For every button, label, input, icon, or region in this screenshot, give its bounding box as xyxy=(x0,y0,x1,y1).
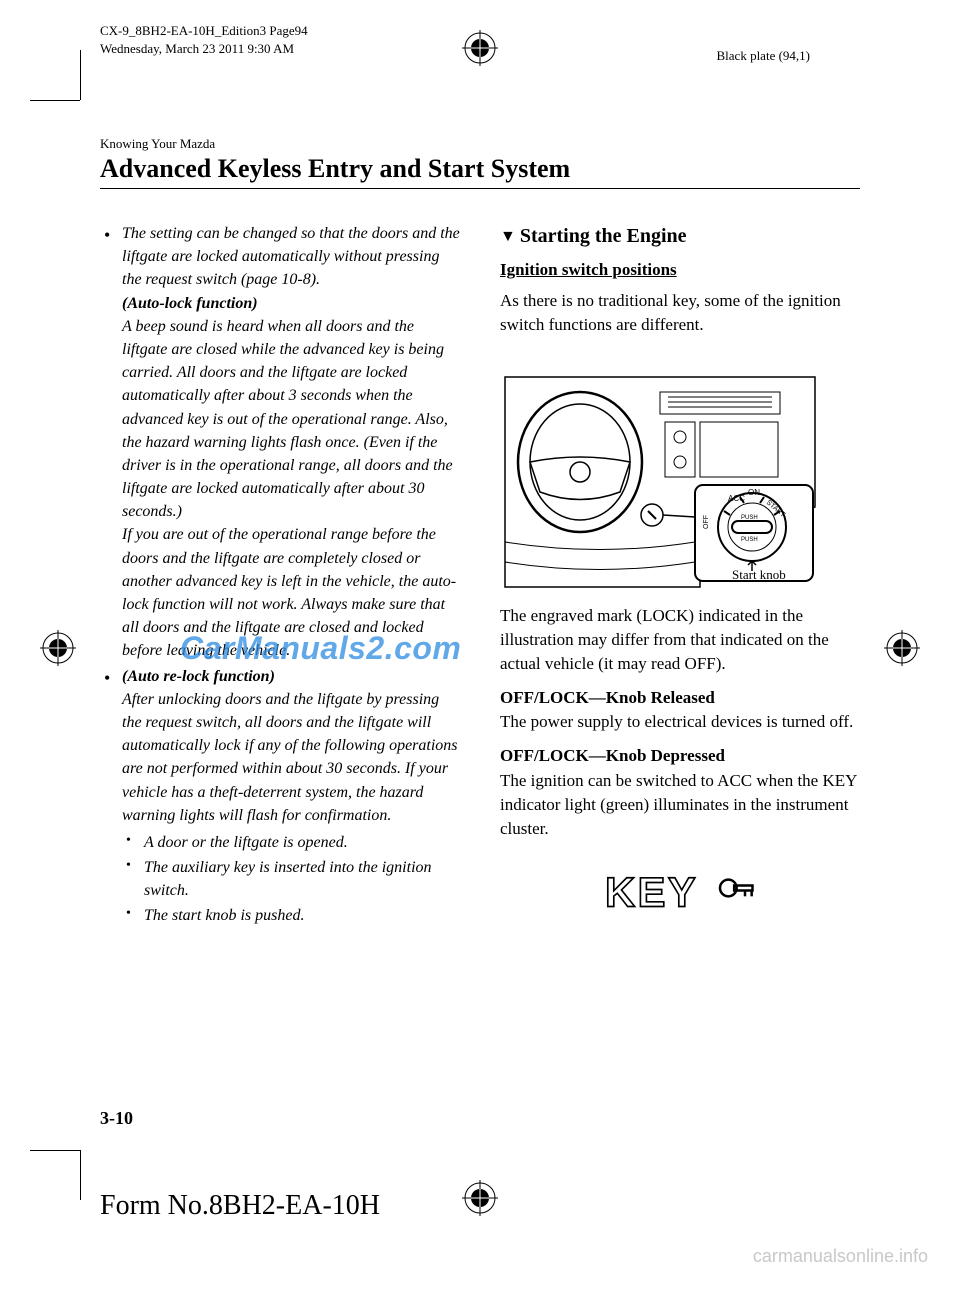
body-text: As there is no traditional key, some of … xyxy=(500,289,860,337)
list-item: (Auto re-lock function) After unlocking … xyxy=(100,665,460,928)
footer-watermark: carmanualsonline.info xyxy=(753,1246,928,1267)
cropmark xyxy=(80,1150,81,1200)
key-outline-text: KEY xyxy=(605,868,698,915)
registration-mark-bottom xyxy=(462,1180,498,1216)
cropmark xyxy=(30,100,80,101)
title-rule xyxy=(100,188,860,189)
figure-caption: Start knob xyxy=(732,567,786,582)
key-indicator-art: KEY xyxy=(605,863,755,928)
left-column: The setting can be changed so that the d… xyxy=(100,222,460,930)
list-item: The start knob is pushed. xyxy=(122,904,460,927)
body-text: A beep sound is heard when all doors and… xyxy=(122,318,453,521)
triangle-icon: ▼ xyxy=(500,228,516,245)
subsection-heading: Ignition switch positions xyxy=(500,258,860,282)
body-text: The setting can be changed so that the d… xyxy=(122,225,460,288)
page-title: Advanced Keyless Entry and Start System xyxy=(100,154,570,184)
plate-info: Black plate (94,1) xyxy=(717,48,811,64)
section-heading: ▼Starting the Engine xyxy=(500,222,860,250)
body-text: The ignition can be switched to ACC when… xyxy=(500,769,860,841)
dial-off-label: OFF xyxy=(703,515,710,529)
right-column: ▼Starting the Engine Ignition switch pos… xyxy=(500,222,860,930)
body-text: The engraved mark (LOCK) indicated in th… xyxy=(500,604,860,676)
page-eyebrow: Knowing Your Mazda xyxy=(100,136,215,152)
body-text: If you are out of the operational range … xyxy=(122,526,456,659)
state-heading: OFF/LOCK―Knob Depressed xyxy=(500,744,860,768)
list-item: The auxiliary key is inserted into the i… xyxy=(122,856,460,902)
content-columns: The setting can be changed so that the d… xyxy=(100,222,860,930)
dial-push-label: PUSH xyxy=(741,515,758,521)
list-item: A door or the liftgate is opened. xyxy=(122,831,460,854)
dial-acc-label: ACC xyxy=(728,494,745,503)
heading-text: Starting the Engine xyxy=(520,225,687,247)
doc-date-line: Wednesday, March 23 2011 9:30 AM xyxy=(100,40,308,58)
registration-mark-right xyxy=(884,630,920,666)
ignition-figure: ACC ON START OFF PUSH PUSH Start knob xyxy=(500,347,820,592)
page-number: 3-10 xyxy=(100,1108,133,1129)
registration-mark-left xyxy=(40,630,76,666)
dial-on-label: ON xyxy=(748,488,760,497)
list-item: The setting can be changed so that the d… xyxy=(100,222,460,663)
body-text: The power supply to electrical devices i… xyxy=(500,710,860,734)
cropmark xyxy=(80,50,81,100)
body-text: The auxiliary key is inserted into the i… xyxy=(144,859,432,899)
state-heading: OFF/LOCK―Knob Released xyxy=(500,686,860,710)
form-number: Form No.8BH2-EA-10H xyxy=(100,1190,380,1222)
registration-mark-top xyxy=(462,30,498,66)
body-text: The start knob is pushed. xyxy=(144,907,304,924)
dial-push-label: PUSH xyxy=(741,537,758,543)
function-label: (Auto-lock function) xyxy=(122,295,258,312)
body-text: After unlocking doors and the liftgate b… xyxy=(122,691,458,824)
body-text: A door or the liftgate is opened. xyxy=(144,834,348,851)
document-id-meta: CX-9_8BH2-EA-10H_Edition3 Page94 Wednesd… xyxy=(100,22,308,57)
cropmark xyxy=(30,1150,80,1151)
doc-id-line: CX-9_8BH2-EA-10H_Edition3 Page94 xyxy=(100,22,308,40)
function-label: (Auto re-lock function) xyxy=(122,668,275,685)
